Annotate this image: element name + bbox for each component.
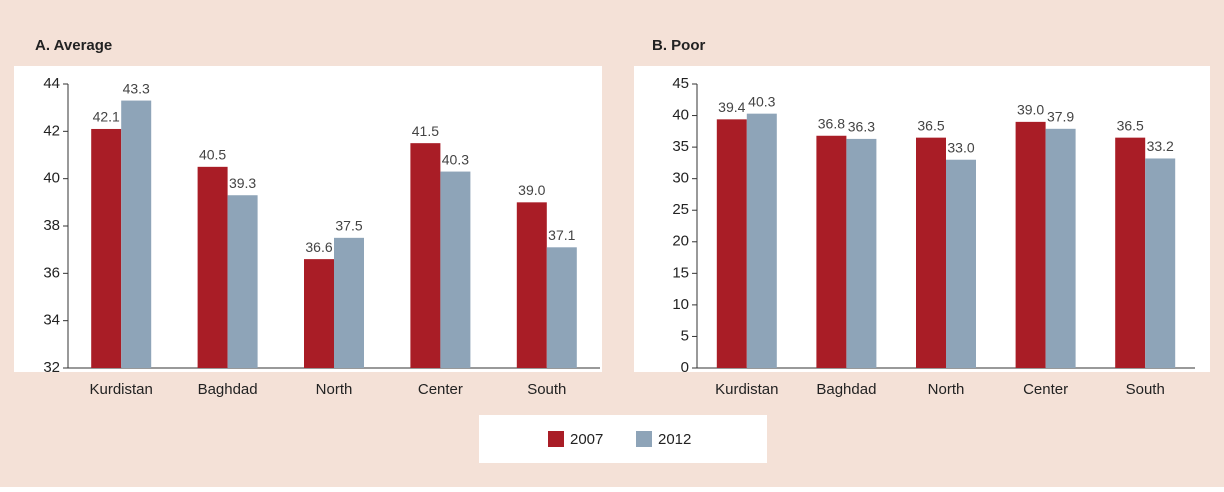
- legend-box: [479, 415, 767, 463]
- bar: [716, 119, 747, 368]
- x-tick-label: South: [1126, 381, 1165, 398]
- value-label: 40.5: [199, 147, 226, 163]
- y-tick-label: 10: [672, 296, 689, 313]
- x-tick-label: Baghdad: [816, 381, 876, 398]
- y-tick-label: 25: [672, 201, 689, 218]
- value-label: 40.3: [442, 151, 469, 167]
- y-tick-label: 40: [43, 170, 60, 187]
- value-label: 36.5: [1117, 117, 1144, 133]
- y-tick-label: 42: [43, 122, 60, 139]
- y-tick-label: 45: [672, 75, 689, 92]
- bar: [946, 159, 976, 368]
- value-label: 36.6: [305, 239, 332, 255]
- y-tick-label: 35: [672, 138, 689, 155]
- y-tick-label: 34: [43, 312, 60, 329]
- bar: [746, 113, 777, 368]
- bar: [1015, 121, 1046, 368]
- bar: [440, 171, 471, 368]
- bar: [816, 135, 847, 368]
- y-tick-label: 36: [43, 264, 60, 281]
- y-tick-label: 32: [43, 359, 60, 376]
- bar: [916, 137, 946, 368]
- value-label: 36.5: [917, 117, 944, 133]
- value-label: 37.5: [335, 218, 362, 234]
- x-tick-label: Baghdad: [198, 381, 258, 398]
- value-label: 37.9: [1047, 109, 1074, 125]
- legend-label: 2007: [570, 431, 603, 448]
- legend-label: 2012: [658, 431, 691, 448]
- bar: [1115, 137, 1146, 368]
- y-tick-label: 30: [672, 170, 689, 187]
- bar: [334, 237, 364, 368]
- value-label: 39.3: [229, 175, 256, 191]
- y-tick-label: 15: [672, 264, 689, 281]
- x-tick-label: North: [928, 381, 965, 398]
- y-tick-label: 5: [681, 327, 689, 344]
- bar: [846, 138, 877, 368]
- legend-swatch: [548, 431, 564, 447]
- chart-title: A. Average: [35, 37, 112, 54]
- y-tick-label: 20: [672, 233, 689, 250]
- bar: [227, 195, 258, 368]
- value-label: 40.3: [748, 93, 775, 109]
- y-tick-label: 38: [43, 217, 60, 234]
- bar: [1145, 158, 1176, 368]
- value-label: 33.0: [947, 139, 974, 155]
- value-label: 42.1: [93, 109, 120, 125]
- value-label: 39.0: [1017, 102, 1044, 118]
- bar: [197, 166, 228, 368]
- x-tick-label: Kurdistan: [715, 381, 778, 398]
- value-label: 33.2: [1147, 138, 1174, 154]
- y-tick-label: 40: [672, 107, 689, 124]
- value-label: 41.5: [412, 123, 439, 139]
- bar: [516, 202, 547, 368]
- y-tick-label: 0: [681, 359, 689, 376]
- x-tick-label: Kurdistan: [90, 381, 153, 398]
- bar: [546, 247, 577, 368]
- value-label: 43.3: [123, 80, 150, 96]
- bar: [304, 259, 334, 368]
- value-label: 39.0: [518, 182, 545, 198]
- x-tick-label: South: [527, 381, 566, 398]
- value-label: 37.1: [548, 227, 575, 243]
- chart-title: B. Poor: [652, 37, 705, 54]
- value-label: 36.3: [848, 119, 875, 135]
- legend-swatch: [636, 431, 652, 447]
- bar: [121, 100, 152, 369]
- value-label: 39.4: [718, 99, 745, 115]
- x-tick-label: Center: [418, 381, 463, 398]
- bar: [1045, 128, 1076, 368]
- bar: [91, 128, 122, 368]
- value-label: 36.8: [818, 115, 845, 131]
- bar: [410, 143, 441, 368]
- x-tick-label: North: [316, 381, 353, 398]
- x-tick-label: Center: [1023, 381, 1068, 398]
- y-tick-label: 44: [43, 75, 60, 92]
